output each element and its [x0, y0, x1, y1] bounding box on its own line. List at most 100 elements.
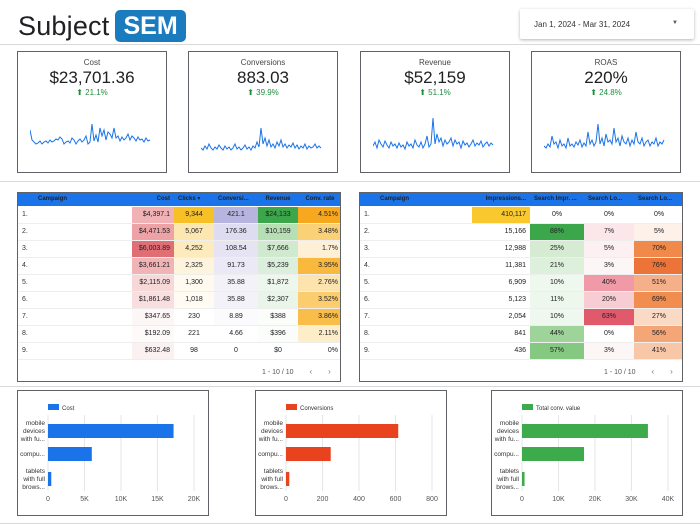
cell-search-lost-2: 51%	[634, 275, 682, 291]
table-row[interactable]: 7. $347.65 230 8.89 $388 3.86%	[18, 309, 340, 326]
x-tick-label: 600	[390, 496, 402, 503]
row-index: 5.	[364, 279, 370, 286]
cell-revenue: $24,133	[258, 207, 298, 223]
table-row[interactable]: 1. 410,117 0% 0% 0%	[360, 207, 682, 224]
bar	[522, 447, 585, 461]
cell-search-lost-2: 5%	[634, 224, 682, 240]
y-tick-label: devices	[261, 428, 284, 435]
cell-search-lost-1: 3%	[584, 258, 634, 274]
y-tick-label: with full	[22, 476, 45, 483]
cell-conversions: 91.73	[214, 258, 258, 274]
chevron-right-icon[interactable]: ›	[670, 367, 673, 376]
cell-conversions: 0	[214, 343, 258, 359]
table-row[interactable]: 1. $4,397.1 9,344 421.1 $24,133 4.51%	[18, 207, 340, 224]
kpi-divider	[0, 181, 700, 182]
row-index: 9.	[22, 347, 28, 354]
column-header-campaign[interactable]: Campaign	[38, 196, 68, 202]
column-header-campaign[interactable]: Campaign	[380, 196, 410, 202]
kpi-value: 883.03	[237, 68, 289, 87]
y-tick-label: devices	[23, 428, 46, 435]
table-row[interactable]: 2. $4,471.53 5,067 176.36 $10,159 3.48%	[18, 224, 340, 241]
table-row[interactable]: 6. $1,861.48 1,018 35.88 $2,307 3.52%	[18, 292, 340, 309]
table-row[interactable]: 7. 2,054 10% 63% 27%	[360, 309, 682, 326]
column-header-revenue[interactable]: Revenue	[265, 196, 291, 202]
column-header-search-lost-1[interactable]: Search Lo...	[588, 196, 623, 202]
y-tick-label: tablets	[264, 468, 284, 475]
row-index: 2.	[22, 228, 28, 235]
table-row[interactable]: 3. 12,988 25% 5% 70%	[360, 241, 682, 258]
brand-badge: SEM	[115, 10, 186, 42]
cell-search-impr-share: 0%	[530, 207, 584, 223]
cell-conversions: 35.88	[214, 292, 258, 308]
column-header-clicks[interactable]: Clicks ▾	[178, 196, 201, 202]
column-header-conversions[interactable]: Conversi...	[218, 196, 249, 202]
table-row[interactable]: 9. $632.48 98 0 $0 0%	[18, 343, 340, 360]
column-header-impressions[interactable]: Impressions...	[485, 196, 526, 202]
kpi-value: 220%	[584, 68, 628, 87]
table-header: Campaign Cost Clicks ▾ Conversi... Reven…	[18, 193, 340, 206]
x-tick-label: 20K	[589, 496, 602, 503]
cell-impressions: 410,117	[472, 207, 530, 223]
bar-chart-conversions: Conversions 0 200 400 600 800 mobile devices wit…	[255, 390, 447, 516]
row-index: 4.	[364, 262, 370, 269]
kpi-delta: ⬆ 51.1%	[419, 88, 451, 97]
row-index: 9.	[364, 347, 370, 354]
cell-revenue: $396	[258, 326, 298, 342]
x-tick-label: 15K	[151, 496, 164, 503]
table-row[interactable]: 6. 5,123 11% 20% 69%	[360, 292, 682, 309]
campaign-performance-table: Campaign Cost Clicks ▾ Conversi... Reven…	[17, 192, 341, 382]
cell-cost: $4,397.1	[132, 207, 174, 223]
cell-revenue: $7,666	[258, 241, 298, 257]
table-row[interactable]: 5. 6,909 10% 40% 51%	[360, 275, 682, 292]
chevron-left-icon[interactable]: ‹	[651, 367, 655, 376]
table-row[interactable]: 4. 11,381 21% 3% 76%	[360, 258, 682, 275]
cell-impressions: 841	[472, 326, 530, 342]
table-row[interactable]: 5. $2,115.09 1,300 35.88 $1,872 2.76%	[18, 275, 340, 292]
kpi-delta: ⬆ 39.9%	[247, 88, 279, 97]
table-row[interactable]: 8. $192.09 221 4.66 $396 2.11%	[18, 326, 340, 343]
table-row[interactable]: 2. 15,166 88% 7% 5%	[360, 224, 682, 241]
x-tick-label: 5K	[80, 496, 89, 503]
cell-search-impr-share: 25%	[530, 241, 584, 257]
y-tick-label: brows...	[22, 484, 45, 491]
bar-chart-cost: Cost 0 5K 10K 15K 20K mobile devices with fu... c…	[17, 390, 209, 516]
brand-logo: Subject SEM	[18, 9, 186, 43]
bar	[286, 424, 399, 438]
table-row[interactable]: 8. 841 44% 0% 56%	[360, 326, 682, 343]
column-header-search-impr-share[interactable]: Search Impr. ...	[534, 196, 577, 202]
cell-search-lost-2: 70%	[634, 241, 682, 257]
table-row[interactable]: 3. $6,003.89 4,252 108.54 $7,666 1.7%	[18, 241, 340, 258]
cell-conversions: 108.54	[214, 241, 258, 257]
table-row[interactable]: 9. 436 57% 3% 41%	[360, 343, 682, 360]
cell-conv-rate: 3.48%	[298, 224, 340, 240]
table-row[interactable]: 4. $3,661.21 2,325 91.73 $5,239 3.95%	[18, 258, 340, 275]
bar	[286, 472, 290, 486]
cell-search-lost-2: 0%	[634, 207, 682, 223]
cell-search-lost-2: 41%	[634, 343, 682, 359]
date-range-picker[interactable]: Jan 1, 2024 - Mar 31, 2024 ▼	[520, 9, 694, 39]
y-tick-label: compu...	[494, 451, 519, 458]
cell-revenue: $1,872	[258, 275, 298, 291]
x-tick-label: 0	[284, 496, 288, 503]
pagination-text: 1 - 10 / 10	[604, 369, 636, 376]
column-header-conv-rate[interactable]: Conv. rate	[305, 196, 335, 202]
chevron-right-icon[interactable]: ›	[328, 367, 331, 376]
chevron-down-icon: ▼	[672, 20, 678, 26]
y-tick-label: brows...	[496, 484, 519, 491]
chevron-left-icon[interactable]: ‹	[309, 367, 313, 376]
cell-cost: $3,661.21	[132, 258, 174, 274]
cell-conv-rate: 1.7%	[298, 241, 340, 257]
table-pagination: 1 - 10 / 10 ‹ ›	[604, 367, 673, 376]
column-header-search-lost-2[interactable]: Search Lo...	[638, 196, 673, 202]
kpi-label: Conversions	[240, 58, 286, 67]
cell-conversions: 4.66	[214, 326, 258, 342]
cell-cost: $1,861.48	[132, 292, 174, 308]
column-header-cost[interactable]: Cost	[156, 196, 170, 202]
x-tick-label: 20K	[188, 496, 201, 503]
cell-search-lost-1: 63%	[584, 309, 634, 325]
y-tick-label: with fu...	[258, 436, 283, 443]
row-index: 3.	[22, 245, 28, 252]
cell-conv-rate: 0%	[298, 343, 340, 359]
kpi-label: ROAS	[594, 58, 618, 67]
cell-clicks: 4,252	[174, 241, 214, 257]
